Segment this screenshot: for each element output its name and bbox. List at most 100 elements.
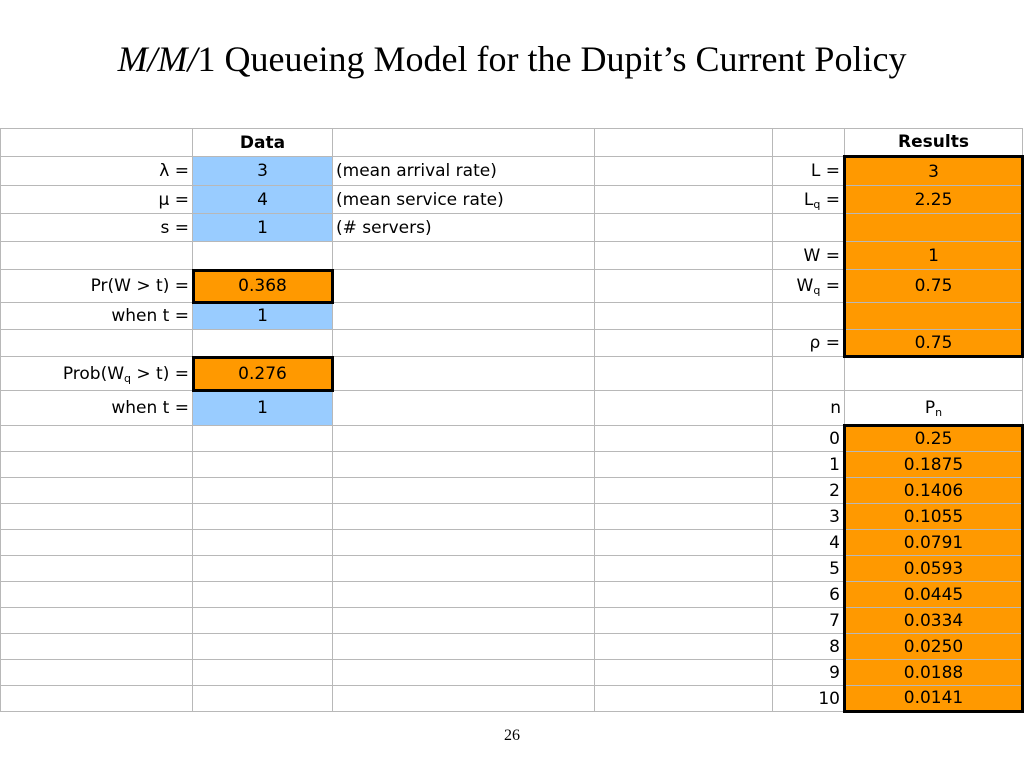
- lambda-label[interactable]: λ =: [0, 156, 193, 186]
- cell[interactable]: [332, 356, 595, 391]
- when-t-label[interactable]: when t =: [0, 390, 193, 426]
- cell[interactable]: [772, 128, 845, 157]
- n-header[interactable]: n: [772, 390, 845, 426]
- cell[interactable]: [594, 685, 773, 712]
- cell[interactable]: [844, 356, 1023, 391]
- rho-value[interactable]: 0.75: [843, 329, 1024, 358]
- cell[interactable]: [332, 302, 595, 330]
- pn-n-cell[interactable]: 4: [772, 529, 845, 556]
- cell[interactable]: [0, 529, 193, 556]
- Wq-label[interactable]: Wq =: [772, 269, 845, 303]
- cell[interactable]: [594, 451, 773, 478]
- cell[interactable]: [594, 555, 773, 582]
- cell[interactable]: [332, 581, 595, 608]
- cell[interactable]: [332, 633, 595, 660]
- cell[interactable]: [594, 529, 773, 556]
- cell[interactable]: [332, 269, 595, 303]
- s-value[interactable]: 1: [192, 213, 333, 242]
- Lq-value[interactable]: 2.25: [843, 185, 1024, 214]
- pn-value-cell[interactable]: 0.0593: [843, 555, 1024, 582]
- cell[interactable]: [0, 128, 193, 157]
- pn-n-cell[interactable]: 10: [772, 685, 845, 712]
- pn-header[interactable]: Pn: [844, 390, 1023, 426]
- Lq-label[interactable]: Lq =: [772, 185, 845, 214]
- cell[interactable]: [192, 329, 333, 357]
- cell[interactable]: [0, 477, 193, 504]
- pn-value-cell[interactable]: 0.25: [843, 424, 1024, 452]
- pn-value-cell[interactable]: 0.0791: [843, 529, 1024, 556]
- s-label[interactable]: s =: [0, 213, 193, 242]
- pn-value-cell[interactable]: 0.0141: [843, 685, 1024, 713]
- mu-note[interactable]: (mean service rate): [332, 185, 595, 214]
- cell[interactable]: [192, 659, 333, 686]
- cell[interactable]: [594, 390, 773, 426]
- cell[interactable]: [594, 213, 773, 242]
- cell[interactable]: [594, 425, 773, 452]
- pn-value-cell[interactable]: 0.1055: [843, 503, 1024, 530]
- W-label[interactable]: W =: [772, 241, 845, 270]
- s-note[interactable]: (# servers): [332, 213, 595, 242]
- cell[interactable]: [594, 477, 773, 504]
- cell[interactable]: [192, 555, 333, 582]
- cell[interactable]: [772, 356, 845, 391]
- pn-value-cell[interactable]: 0.1406: [843, 477, 1024, 504]
- mu-label[interactable]: μ =: [0, 185, 193, 214]
- cell[interactable]: [772, 213, 845, 242]
- cell[interactable]: [0, 685, 193, 712]
- results-header[interactable]: Results: [844, 128, 1023, 157]
- cell[interactable]: [332, 241, 595, 270]
- pn-n-cell[interactable]: 9: [772, 659, 845, 686]
- cell[interactable]: [192, 581, 333, 608]
- cell[interactable]: [594, 659, 773, 686]
- pn-n-cell[interactable]: 2: [772, 477, 845, 504]
- cell[interactable]: [594, 329, 773, 357]
- cell[interactable]: [594, 128, 773, 157]
- result-spacer[interactable]: [843, 213, 1024, 242]
- pn-value-cell[interactable]: 0.0445: [843, 581, 1024, 608]
- cell[interactable]: [332, 451, 595, 478]
- pn-n-cell[interactable]: 5: [772, 555, 845, 582]
- L-label[interactable]: L =: [772, 156, 845, 186]
- cell[interactable]: [192, 685, 333, 712]
- pn-n-cell[interactable]: 7: [772, 607, 845, 634]
- lambda-value[interactable]: 3: [192, 156, 333, 186]
- cell[interactable]: [332, 128, 595, 157]
- cell[interactable]: [594, 503, 773, 530]
- cell[interactable]: [332, 555, 595, 582]
- prob-wq-value[interactable]: 0.276: [191, 355, 334, 392]
- cell[interactable]: [332, 659, 595, 686]
- when-t-label[interactable]: when t =: [0, 302, 193, 330]
- L-value[interactable]: 3: [843, 155, 1024, 186]
- cell[interactable]: [192, 529, 333, 556]
- Wq-value[interactable]: 0.75: [843, 269, 1024, 303]
- when-t-value[interactable]: 1: [192, 390, 333, 426]
- cell[interactable]: [0, 241, 193, 270]
- cell[interactable]: [0, 451, 193, 478]
- prob-wq-label[interactable]: Prob(Wq > t) =: [0, 356, 193, 391]
- cell[interactable]: [332, 503, 595, 530]
- mu-value[interactable]: 4: [192, 185, 333, 214]
- cell[interactable]: [594, 581, 773, 608]
- cell[interactable]: [192, 425, 333, 452]
- cell[interactable]: [0, 607, 193, 634]
- cell[interactable]: [332, 607, 595, 634]
- pr-w-label[interactable]: Pr(W > t) =: [0, 269, 193, 303]
- cell[interactable]: [192, 503, 333, 530]
- cell[interactable]: [594, 241, 773, 270]
- pn-n-cell[interactable]: 1: [772, 451, 845, 478]
- result-spacer[interactable]: [843, 302, 1024, 330]
- cell[interactable]: [0, 633, 193, 660]
- cell[interactable]: [0, 329, 193, 357]
- cell[interactable]: [0, 425, 193, 452]
- cell[interactable]: [0, 555, 193, 582]
- data-header[interactable]: Data: [192, 128, 333, 157]
- cell[interactable]: [594, 156, 773, 186]
- cell[interactable]: [594, 633, 773, 660]
- cell[interactable]: [192, 241, 333, 270]
- cell[interactable]: [594, 356, 773, 391]
- cell[interactable]: [772, 302, 845, 330]
- cell[interactable]: [192, 451, 333, 478]
- pr-w-value[interactable]: 0.368: [191, 268, 334, 304]
- cell[interactable]: [192, 633, 333, 660]
- pn-n-cell[interactable]: 0: [772, 425, 845, 452]
